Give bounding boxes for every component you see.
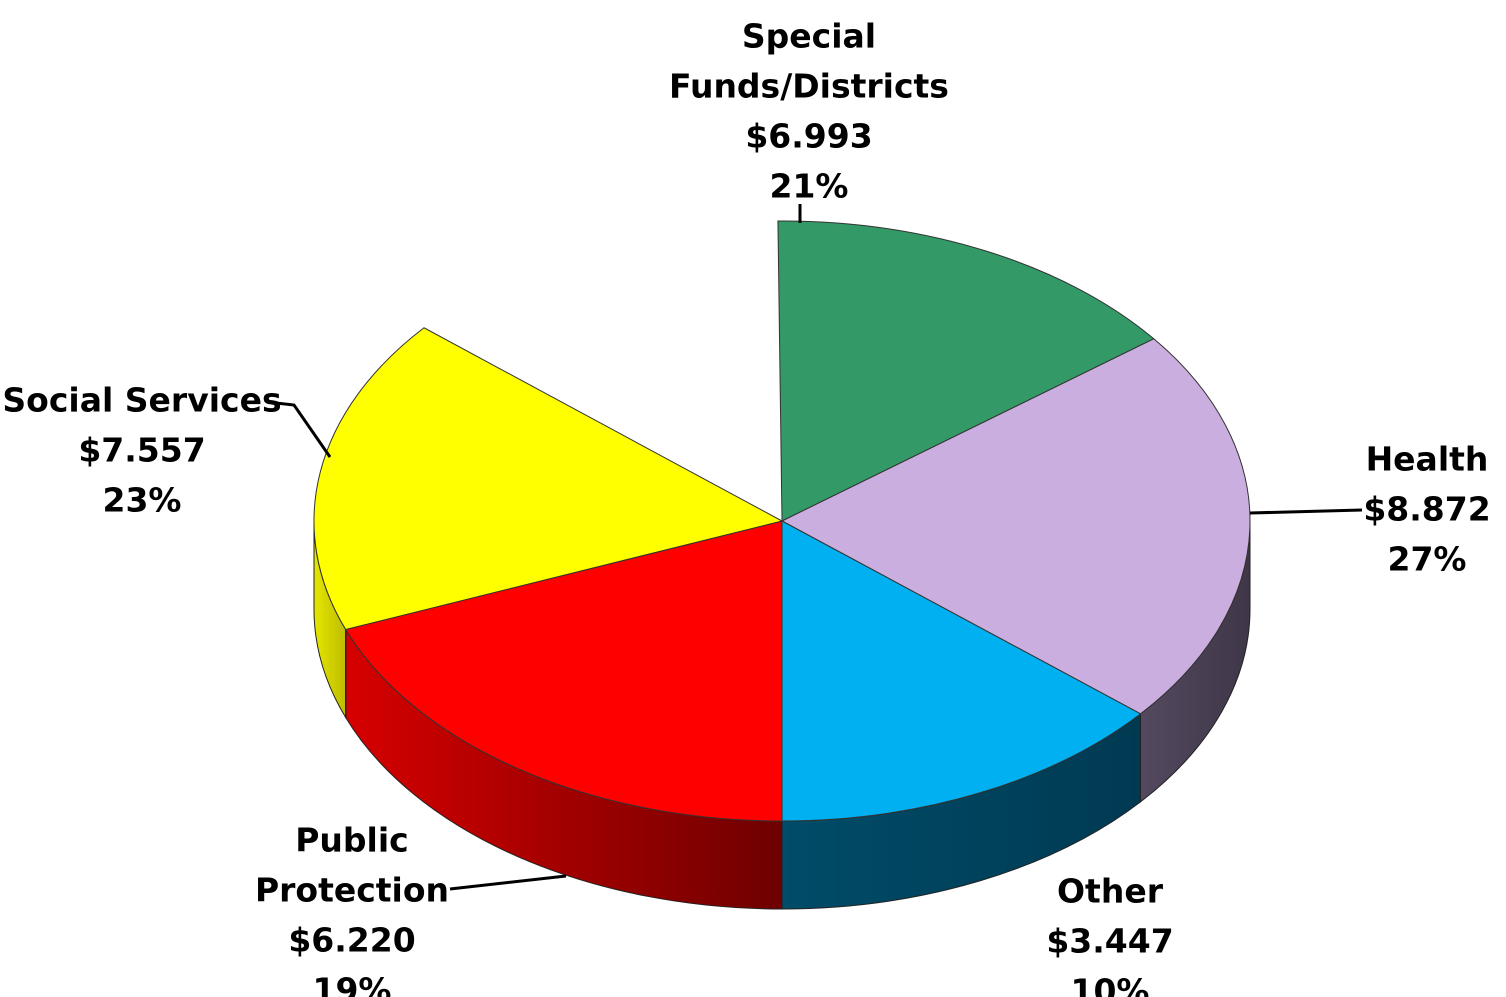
- data-label-special-funds-districts: Special Funds/Districts $6.993 21%: [669, 17, 949, 206]
- leader-line-health: [1249, 508, 1363, 515]
- leader-line-public-protection: [449, 874, 567, 891]
- label-name-line-1: Protection: [255, 871, 449, 910]
- pie-slice-special-funds-districts: [777, 220, 1155, 522]
- label-value: $6.993: [745, 117, 872, 156]
- label-name-line-0: Special: [742, 17, 876, 56]
- data-label-health: Health $8.872 27%: [1363, 440, 1490, 579]
- label-value: $8.872: [1363, 490, 1490, 529]
- data-label-public-protection: Public Protection $6.220 19%: [255, 821, 449, 997]
- label-percent: 27%: [1388, 540, 1467, 579]
- label-name-line-0: Public: [295, 821, 409, 860]
- label-percent: 23%: [103, 481, 182, 520]
- pie-slice-health: [780, 338, 1251, 715]
- label-percent: 10%: [1071, 972, 1150, 997]
- leader-line-social-services: [275, 401, 332, 458]
- label-name-line-1: Funds/Districts: [669, 67, 949, 106]
- label-name-line-0: Social Services: [2, 381, 281, 420]
- data-label-social-services: Social Services $7.557 23%: [2, 381, 281, 520]
- label-value: $3.447: [1046, 922, 1173, 961]
- pie-slice-public-protection: [344, 520, 783, 822]
- data-label-other: Other $3.447 10%: [1046, 872, 1173, 997]
- label-name-line-0: Other: [1057, 872, 1164, 911]
- label-value: $7.557: [78, 431, 205, 470]
- label-name-line-0: Health: [1366, 440, 1489, 479]
- label-percent: 21%: [770, 167, 849, 206]
- label-value: $6.220: [288, 921, 415, 960]
- pie-slice-social-services: [313, 327, 784, 631]
- pie-slice-other: [781, 520, 1142, 822]
- label-percent: 19%: [313, 971, 392, 997]
